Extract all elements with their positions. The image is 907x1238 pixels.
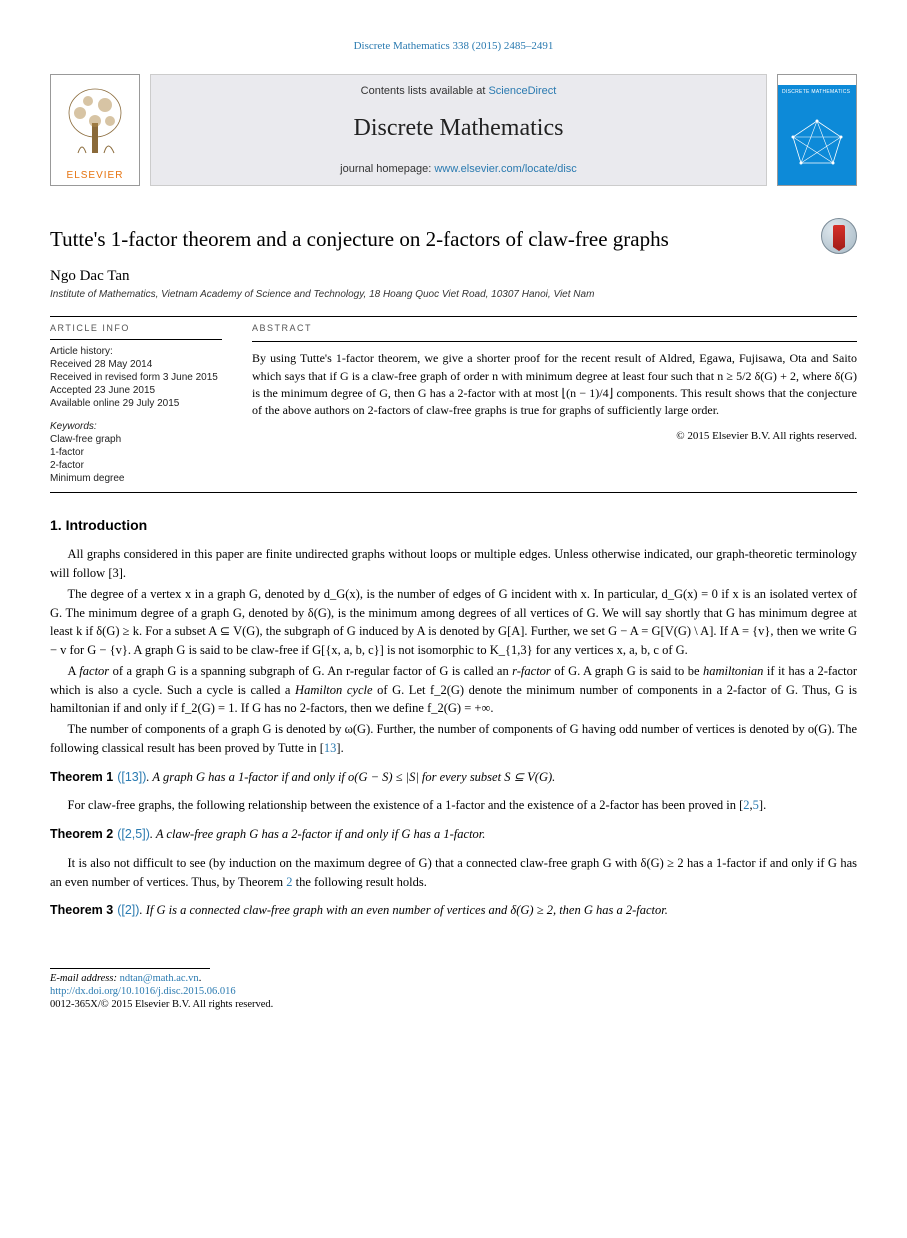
- sciencedirect-link[interactable]: ScienceDirect: [488, 85, 556, 97]
- separator: [50, 316, 857, 317]
- online-date: Available online 29 July 2015: [50, 398, 222, 409]
- journal-panel: Contents lists available at ScienceDirec…: [150, 74, 767, 186]
- email-link[interactable]: ndtan@math.ac.vn: [120, 973, 199, 984]
- journal-title: Discrete Mathematics: [354, 115, 564, 142]
- theorem-block: Theorem 1 ([13]). A graph G has a 1-fact…: [50, 768, 857, 787]
- theorem-block: Theorem 3 ([2]). If G is a connected cla…: [50, 901, 857, 920]
- body-paragraph: All graphs considered in this paper are …: [50, 545, 857, 583]
- theorem-citation[interactable]: ([2]): [117, 903, 139, 917]
- abstract-text: By using Tutte's 1-factor theorem, we gi…: [252, 350, 857, 420]
- keywords-heading: Keywords:: [50, 421, 222, 432]
- keyword: Minimum degree: [50, 473, 222, 484]
- doi-line: http://dx.doi.org/10.1016/j.disc.2015.06…: [50, 986, 857, 997]
- meta-abstract-row: ARTICLE INFO Article history: Received 2…: [50, 323, 857, 486]
- keyword: 2-factor: [50, 460, 222, 471]
- abstract-column: ABSTRACT By using Tutte's 1-factor theor…: [252, 323, 857, 486]
- article-info-heading: ARTICLE INFO: [50, 323, 222, 333]
- affiliation: Institute of Mathematics, Vietnam Academ…: [50, 289, 857, 300]
- article-info-column: ARTICLE INFO Article history: Received 2…: [50, 323, 222, 486]
- accepted-date: Accepted 23 June 2015: [50, 385, 222, 396]
- keyword: Claw-free graph: [50, 434, 222, 445]
- elsevier-text: ELSEVIER: [67, 166, 124, 185]
- separator: [50, 492, 857, 493]
- body-paragraph: It is also not difficult to see (by indu…: [50, 854, 857, 892]
- theorem-label: Theorem 3: [50, 903, 113, 917]
- citation-line[interactable]: Discrete Mathematics 338 (2015) 2485–249…: [50, 40, 857, 52]
- elsevier-tree-icon: [51, 75, 139, 166]
- body-paragraph: The degree of a vertex x in a graph G, d…: [50, 585, 857, 660]
- section-heading: 1. Introduction: [50, 517, 857, 533]
- homepage-url-link[interactable]: www.elsevier.com/locate/disc: [434, 163, 576, 175]
- issn-line: 0012-365X/© 2015 Elsevier B.V. All right…: [50, 999, 857, 1010]
- crossmark-icon[interactable]: [821, 218, 857, 254]
- citation-link[interactable]: 13: [324, 741, 337, 755]
- received-date: Received 28 May 2014: [50, 359, 222, 370]
- theorem-block: Theorem 2 ([2,5]). A claw-free graph G h…: [50, 825, 857, 844]
- homepage-line: journal homepage: www.elsevier.com/locat…: [340, 163, 577, 175]
- body-paragraph: The number of components of a graph G is…: [50, 720, 857, 758]
- revised-date: Received in revised form 3 June 2015: [50, 372, 222, 383]
- footer-separator: [50, 968, 210, 969]
- abstract-heading: ABSTRACT: [252, 323, 857, 333]
- theorem-citation[interactable]: ([2,5]): [117, 827, 150, 841]
- theorem-label: Theorem 1: [50, 770, 113, 784]
- doi-link[interactable]: http://dx.doi.org/10.1016/j.disc.2015.06…: [50, 986, 236, 997]
- theorem-label: Theorem 2: [50, 827, 113, 841]
- article-title: Tutte's 1-factor theorem and a conjectur…: [50, 226, 710, 252]
- body-paragraph: A factor of a graph G is a spanning subg…: [50, 662, 857, 718]
- elsevier-logo[interactable]: ELSEVIER: [50, 74, 140, 186]
- contents-line: Contents lists available at ScienceDirec…: [361, 85, 557, 97]
- history-heading: Article history:: [50, 346, 222, 357]
- header-bar: ELSEVIER Contents lists available at Sci…: [50, 74, 857, 186]
- body-paragraph: For claw-free graphs, the following rela…: [50, 796, 857, 815]
- journal-cover-thumbnail[interactable]: DISCRETE MATHEMATICS: [777, 74, 857, 186]
- email-line: E-mail address: ndtan@math.ac.vn.: [50, 973, 857, 984]
- cover-graph-icon: [778, 99, 856, 185]
- theorem-citation[interactable]: ([13]): [117, 770, 146, 784]
- copyright-text: © 2015 Elsevier B.V. All rights reserved…: [252, 430, 857, 442]
- keyword: 1-factor: [50, 447, 222, 458]
- author-name[interactable]: Ngo Dac Tan: [50, 268, 857, 285]
